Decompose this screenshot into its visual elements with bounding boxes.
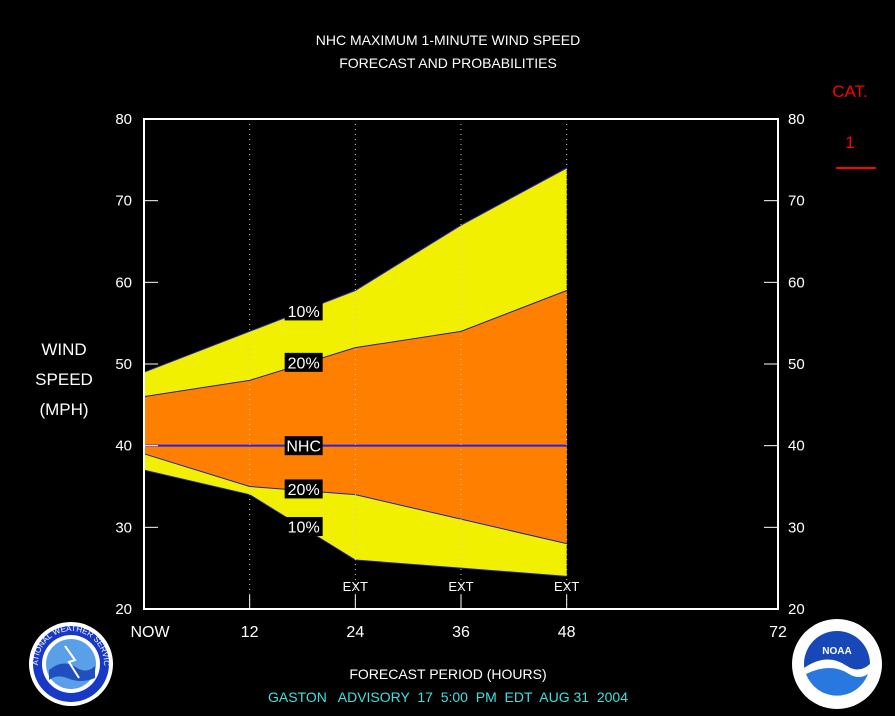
x-tick-label-36: 36 — [452, 624, 470, 641]
advisory-text: GASTON ADVISORY 17 5:00 PM EDT AUG 31 20… — [268, 689, 628, 705]
plot-area: 20 20 30 30 40 40 50 50 60 60 70 70 80 80 NOW 12 24 36 48 7… — [115, 111, 804, 641]
y-axis-label-line1: WIND — [41, 340, 86, 359]
ext-label-48: EXT — [554, 579, 579, 594]
y-tick-label-left-80: 80 — [115, 111, 132, 128]
band-20-percent — [144, 290, 567, 544]
band-label-box-3 — [284, 479, 323, 499]
y-tick-label-left-60: 60 — [115, 274, 132, 291]
x-tick-label-12: 12 — [241, 624, 259, 641]
band-label-4: 10% — [288, 520, 320, 537]
y-tick-label-left-30: 30 — [115, 519, 132, 536]
y-axis-label-line3: (MPH) — [39, 400, 88, 419]
category-value: 1 — [845, 133, 854, 152]
band-label-box-1 — [284, 352, 323, 372]
y-tick-label-left-40: 40 — [115, 438, 132, 455]
noaa-logo: NOAA — [792, 619, 882, 709]
y-tick-label-right-70: 70 — [788, 193, 805, 210]
nws-logo: NATIONAL WEATHER SERVICE — [29, 622, 113, 706]
chart-title-line1: NHC MAXIMUM 1-MINUTE WIND SPEED — [316, 32, 580, 48]
band-label-2: NHC — [286, 439, 321, 456]
band-label-0: 10% — [288, 304, 320, 321]
category-label: CAT. — [832, 82, 868, 101]
y-tick-label-right-50: 50 — [788, 356, 805, 373]
x-tick-label-48: 48 — [558, 624, 576, 641]
series-line-upper-10 — [143, 167, 567, 373]
y-tick-label-left-50: 50 — [115, 356, 132, 373]
chart-title-line2: FORECAST AND PROBABILITIES — [339, 55, 557, 71]
y-tick-label-right-30: 30 — [788, 519, 805, 536]
y-tick-label-right-80: 80 — [788, 111, 805, 128]
x-tick-label-now: NOW — [130, 624, 170, 641]
y-tick-label-right-20: 20 — [788, 601, 805, 618]
y-axis-label-line2: SPEED — [35, 370, 93, 389]
band-label-1: 20% — [288, 355, 320, 372]
y-tick-label-left-70: 70 — [115, 193, 132, 210]
ext-label-36: EXT — [448, 579, 473, 594]
x-tick-label-24: 24 — [346, 624, 364, 641]
ext-label-24: EXT — [343, 579, 368, 594]
x-tick-label-72: 72 — [769, 624, 787, 641]
noaa-logo-text: NOAA — [822, 646, 851, 657]
y-tick-label-right-40: 40 — [788, 438, 805, 455]
y-tick-label-left-20: 20 — [115, 601, 132, 618]
y-tick-label-right-60: 60 — [788, 274, 805, 291]
band-label-box-4 — [284, 517, 323, 537]
band-label-box-2 — [284, 436, 323, 456]
band-label-box-0 — [284, 301, 323, 321]
series-line-upper-20 — [143, 290, 567, 398]
x-axis-label: FORECAST PERIOD (HOURS) — [349, 666, 546, 682]
band-label-3: 20% — [288, 482, 320, 499]
